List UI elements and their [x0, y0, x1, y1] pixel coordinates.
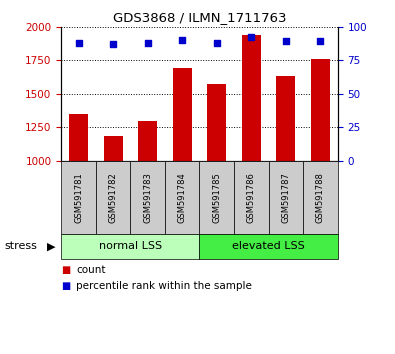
- Text: GSM591784: GSM591784: [178, 172, 187, 223]
- Bar: [207, 84, 226, 161]
- Bar: [138, 121, 157, 161]
- Point: [317, 39, 324, 44]
- Text: ■: ■: [61, 281, 70, 291]
- Title: GDS3868 / ILMN_1711763: GDS3868 / ILMN_1711763: [113, 11, 286, 24]
- Point: [75, 40, 82, 46]
- Text: stress: stress: [4, 241, 37, 251]
- Text: GSM591786: GSM591786: [247, 172, 256, 223]
- Bar: [103, 136, 122, 161]
- Text: GSM591782: GSM591782: [109, 172, 118, 223]
- Text: ▶: ▶: [47, 241, 56, 251]
- Text: GSM591781: GSM591781: [74, 172, 83, 223]
- Point: [110, 41, 116, 47]
- Bar: [276, 76, 295, 161]
- Bar: [311, 59, 330, 161]
- Point: [179, 37, 185, 43]
- Text: elevated LSS: elevated LSS: [232, 241, 305, 251]
- Bar: [173, 68, 192, 161]
- Text: GSM591785: GSM591785: [212, 172, 221, 223]
- Text: normal LSS: normal LSS: [99, 241, 162, 251]
- Bar: [69, 114, 88, 161]
- Text: percentile rank within the sample: percentile rank within the sample: [76, 281, 252, 291]
- Point: [145, 40, 151, 46]
- Bar: [242, 35, 261, 161]
- Text: GSM591787: GSM591787: [281, 172, 290, 223]
- Text: GSM591788: GSM591788: [316, 172, 325, 223]
- Text: ■: ■: [61, 265, 70, 275]
- Text: count: count: [76, 265, 106, 275]
- Text: GSM591783: GSM591783: [143, 172, 152, 223]
- Point: [248, 34, 254, 40]
- Point: [283, 39, 289, 44]
- Point: [214, 40, 220, 46]
